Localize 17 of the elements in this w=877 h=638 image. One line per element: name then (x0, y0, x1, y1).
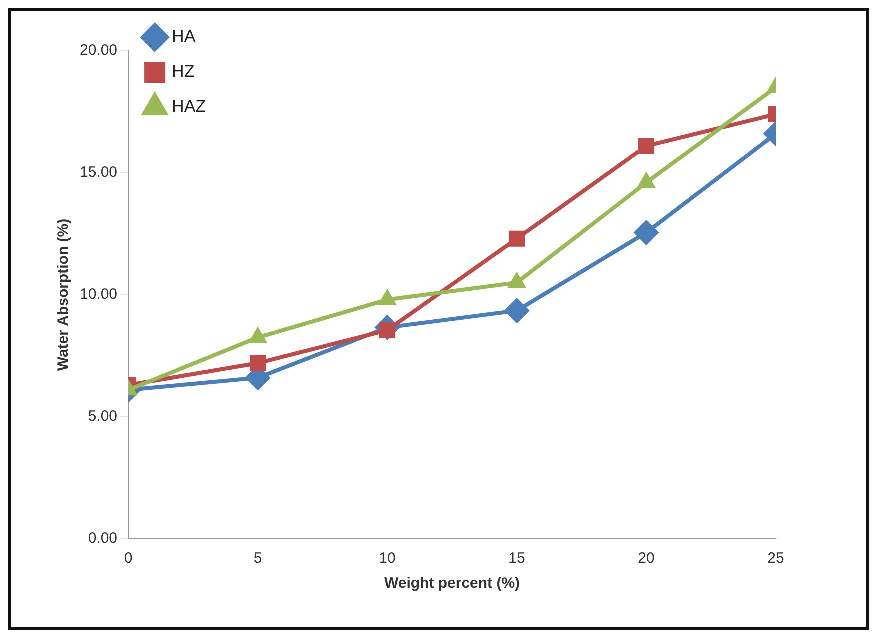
y-axis-title: Water Absorption (%) (55, 218, 72, 372)
x-tick-label: 20 (638, 550, 655, 568)
x-tick-label: 25 (768, 550, 784, 568)
x-tick-label: 15 (508, 550, 526, 568)
y-tick-label: 5.00 (88, 408, 118, 426)
y-tick-label: 10.00 (80, 286, 118, 304)
legend-label: HA (172, 27, 196, 46)
y-tick-label: 20.00 (80, 42, 118, 60)
x-tick-label: 0 (124, 550, 133, 568)
x-tick-label: 5 (254, 550, 262, 568)
x-axis-title: Weight percent (%) (384, 575, 520, 592)
frame: Weight percent (%) Water Absorption (%) HA HZ HAZ 0 5 10 15 20 25 0.00 5.00 10.00 15.00 20.00 (8, 8, 869, 630)
legend-label: HAZ (172, 97, 206, 116)
y-tick-label: 0.00 (88, 530, 118, 548)
x-tick-label: 10 (379, 550, 396, 568)
legend-label: HZ (172, 62, 195, 82)
y-tick-label: 15.00 (80, 164, 118, 182)
